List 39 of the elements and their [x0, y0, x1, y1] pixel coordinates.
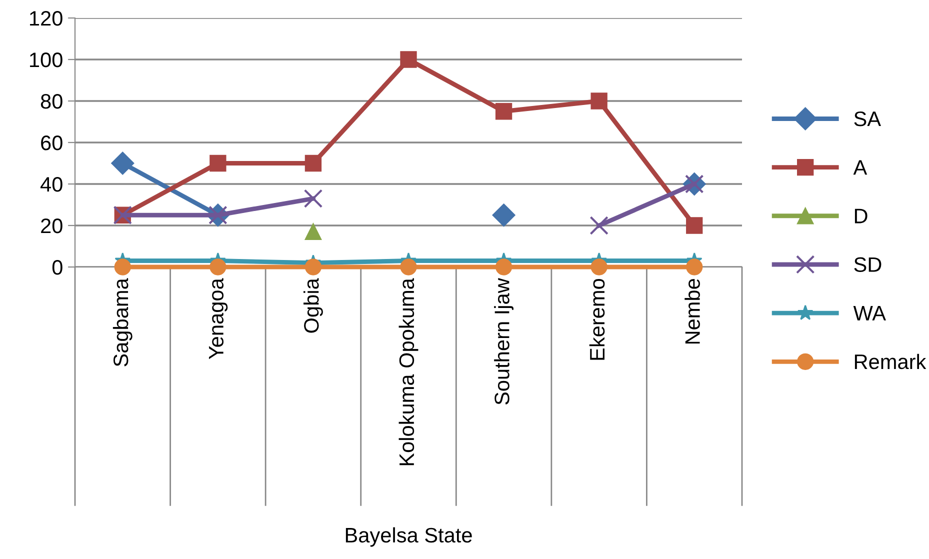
point: [400, 258, 417, 276]
y-tick-label: 20: [41, 218, 62, 234]
legend-label: WA: [853, 306, 886, 320]
y-tick-label: 80: [40, 94, 62, 109]
point: [590, 216, 608, 235]
point: [210, 258, 226, 276]
legend-label: A: [853, 160, 868, 175]
point: [590, 92, 608, 110]
point: [400, 51, 417, 68]
point: [686, 217, 703, 234]
y-tick-label: 100: [30, 52, 62, 68]
point: [492, 204, 516, 227]
legend-label: Remark: [854, 354, 926, 370]
x-tick-label: Kolokuma Opokuma: [398, 278, 418, 466]
point: [304, 223, 322, 240]
point: [495, 103, 512, 120]
point: [495, 258, 512, 276]
y-tick-label: 60: [41, 136, 62, 150]
legend-label: D: [854, 208, 868, 224]
point: [304, 154, 322, 172]
x-tick-label: Southern Ijaw: [494, 278, 514, 405]
point: [210, 154, 226, 172]
point: [304, 189, 323, 208]
point: [686, 258, 703, 276]
x-tick-label: Ekeremo: [589, 278, 605, 360]
legend-label: SD: [854, 257, 882, 272]
x-tick-label: Yenagoa: [208, 278, 228, 360]
point: [590, 258, 608, 276]
y-tick-label: 120: [30, 11, 62, 26]
x-tick-label: Sagbama: [112, 278, 132, 366]
x-axis-title: Bayelsa State: [346, 527, 472, 547]
y-tick-label: 40: [40, 177, 62, 192]
legend-label: SA: [854, 111, 882, 126]
point: [304, 258, 322, 276]
x-tick-label: Ogbia: [304, 278, 323, 333]
point: [114, 258, 131, 276]
y-tick-label: 0: [52, 260, 62, 275]
point: [111, 152, 134, 175]
x-tick-label: Nembe: [684, 279, 700, 344]
